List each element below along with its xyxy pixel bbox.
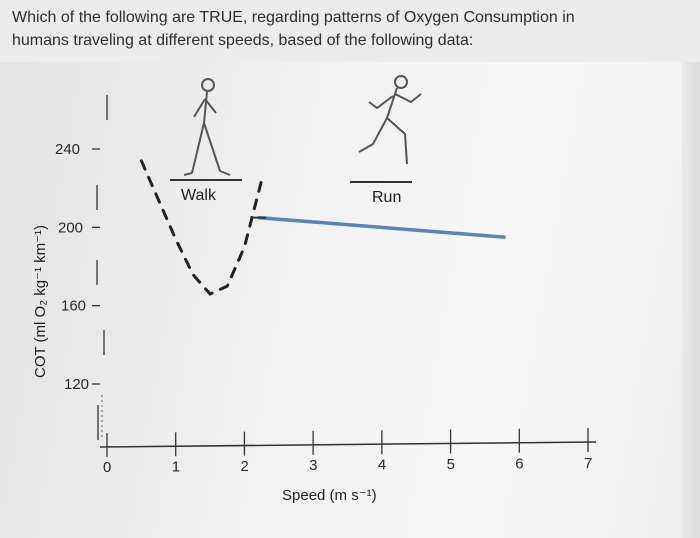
- question-line-2: humans traveling at different speeds, ba…: [12, 32, 474, 49]
- y-tick-label: 200: [58, 219, 83, 236]
- y-tick-label: 160: [61, 298, 86, 315]
- x-tick-label: 3: [309, 457, 317, 474]
- walker-figure: [183, 78, 231, 176]
- y-axis-title: COT (ml O₂ kg⁻¹ km⁻¹): [32, 225, 49, 378]
- x-tick-label: 5: [447, 456, 455, 473]
- runner-figure: [358, 75, 422, 165]
- run-label: Run: [372, 189, 401, 206]
- chart-photo-background: [0, 62, 700, 538]
- chart-axes: 120 160 200 240 0 1 2 3 4 5 6 7: [55, 95, 597, 476]
- x-axis-title: Speed (m s⁻¹): [282, 487, 377, 504]
- walk-cot-curve: [139, 159, 264, 296]
- x-tick-label: 7: [584, 455, 592, 472]
- run-cot-line: [258, 215, 506, 239]
- y-tick-label: 120: [64, 376, 89, 393]
- question-line-1: Which of the following are TRUE, regardi…: [12, 9, 575, 26]
- chart-marks: [139, 159, 506, 296]
- x-tick-label: 2: [240, 458, 248, 475]
- walk-label: Walk: [181, 187, 217, 204]
- x-tick-label: 0: [103, 459, 111, 476]
- locomotion-figures: Walk Run: [170, 75, 422, 206]
- x-tick-label: 6: [515, 455, 523, 472]
- x-axis-line: [99, 441, 597, 448]
- y-tick-label: 240: [55, 141, 80, 158]
- question-text: Which of the following are TRUE, regardi…: [12, 6, 652, 52]
- x-tick-label: 4: [378, 457, 386, 474]
- photo-edge-shadow: [682, 62, 700, 538]
- x-tick-label: 1: [172, 458, 180, 475]
